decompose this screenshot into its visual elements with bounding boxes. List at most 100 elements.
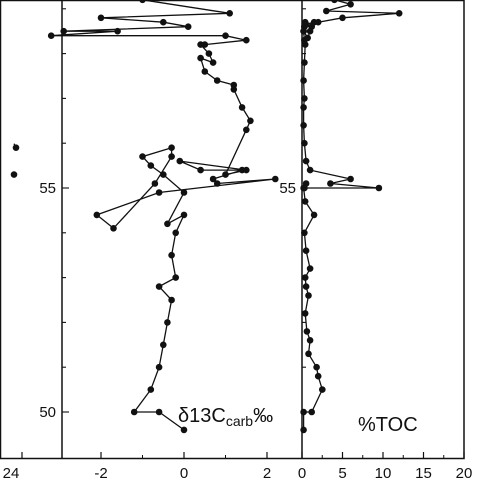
toc-data-point <box>327 180 334 187</box>
d13c-data-point <box>97 14 105 22</box>
toc-data-point <box>305 350 312 358</box>
d13c-series-line <box>51 0 276 431</box>
d13c-data-point <box>164 220 171 228</box>
d13c-data-point <box>243 166 250 174</box>
d13c-data-point <box>180 189 188 196</box>
d13c-panel-label: δ13Ccarb‰ <box>178 405 273 429</box>
d13c-data-point <box>272 175 279 183</box>
d13c-data-point <box>222 32 229 39</box>
d13c-data-point <box>209 59 217 66</box>
toc-data-point <box>339 14 346 22</box>
toc-data-point <box>302 247 310 254</box>
toc-panel: 0 5 10 15 20 55 %TOC <box>279 0 472 482</box>
d13c-data-point <box>222 171 229 178</box>
toc-data-point <box>395 10 403 17</box>
toc-data-point <box>304 34 312 42</box>
d13c-data-point <box>209 175 217 183</box>
toc-data-point <box>300 122 307 129</box>
toc-data-point <box>347 1 354 8</box>
left-edge-tick-label: 24 <box>3 465 20 482</box>
d13c-data-point <box>201 41 209 48</box>
toc-data-point <box>375 184 383 192</box>
d13c-data-point <box>180 211 188 219</box>
d13c-y-tick-label: 50 <box>39 404 56 421</box>
plot-frame <box>0 0 465 460</box>
d13c-data-point <box>151 180 159 187</box>
toc-data-point <box>301 310 309 317</box>
d13c-data-point <box>230 81 238 89</box>
d13c-panel: -2 0 2 50 55 δ13Ccarb‰ <box>39 0 279 482</box>
d13c-data-point <box>238 104 246 111</box>
d13c-data-point <box>47 32 55 39</box>
toc-ticks: 0 5 10 15 20 55 <box>279 8 473 482</box>
d13c-data-point <box>110 225 117 232</box>
d13c-data-point <box>168 251 175 259</box>
toc-data-point <box>306 265 314 272</box>
d13c-data-point <box>60 27 67 35</box>
d13c-y-tick-label: 55 <box>39 180 56 197</box>
d13c-x-tick-label: 0 <box>180 465 188 482</box>
d13c-data-point <box>155 283 163 290</box>
d13c-data-point <box>180 426 188 434</box>
d13c-data-point <box>168 144 175 151</box>
d13c-data-point <box>139 0 146 4</box>
toc-data-point <box>300 77 307 84</box>
toc-x-tick-label: 20 <box>456 465 473 482</box>
d13c-data-point <box>247 117 254 125</box>
d13c-data-point <box>201 68 209 75</box>
toc-data-point <box>301 59 308 66</box>
d13c-data-point <box>213 77 221 84</box>
left-partial-point <box>12 144 20 151</box>
d13c-data-point <box>197 166 204 174</box>
toc-data-point <box>306 166 314 174</box>
toc-x-tick-label: 15 <box>415 465 432 482</box>
toc-data-point <box>300 426 307 434</box>
d13c-data-point <box>243 36 250 44</box>
toc-x-tick-label: 5 <box>338 465 346 482</box>
d13c-data-point <box>184 23 192 31</box>
d13c-data-point <box>176 157 184 165</box>
toc-data-point <box>300 27 307 35</box>
d13c-data-point <box>205 50 213 57</box>
d13c-data-point <box>114 27 121 35</box>
toc-data-point <box>319 386 326 393</box>
toc-y-tick-label: 55 <box>279 180 296 197</box>
left-partial-series: 24 <box>3 143 23 482</box>
left-partial-point <box>10 171 18 178</box>
toc-data-point <box>310 211 318 219</box>
toc-data-point <box>300 104 307 111</box>
d13c-data-point <box>168 153 175 160</box>
toc-data-point <box>347 175 354 183</box>
d13c-data-point <box>155 408 163 416</box>
toc-x-tick-label: 10 <box>375 465 392 482</box>
axes-frame <box>0 0 465 460</box>
toc-data-point <box>313 363 320 371</box>
d13c-data-point <box>164 319 171 326</box>
d13c-x-tick-label: -2 <box>94 465 107 482</box>
toc-data-point <box>306 337 314 344</box>
d13c-data-point <box>147 386 155 393</box>
d13c-data-point <box>93 211 101 219</box>
d13c-data-point <box>168 296 175 304</box>
toc-points <box>300 0 403 434</box>
d13c-data-point <box>213 180 221 187</box>
d13c-data-point <box>130 408 138 416</box>
d13c-data-point <box>172 274 179 281</box>
d13c-data-point <box>197 54 204 62</box>
d13c-data-point <box>155 363 163 371</box>
d13c-ticks: -2 0 2 50 55 <box>39 8 271 482</box>
d13c-data-point <box>172 229 179 237</box>
d13c-data-point <box>160 171 167 178</box>
toc-data-point <box>305 292 312 299</box>
toc-data-point <box>308 23 316 31</box>
d13c-data-point <box>243 126 250 134</box>
toc-data-point <box>302 157 310 165</box>
toc-data-point <box>303 328 311 335</box>
toc-data-point <box>331 0 338 4</box>
d13c-data-point <box>139 153 146 160</box>
toc-data-point <box>308 408 316 416</box>
d13c-data-point <box>226 10 233 17</box>
d13c-data-point <box>147 162 155 169</box>
toc-data-point <box>314 18 322 26</box>
